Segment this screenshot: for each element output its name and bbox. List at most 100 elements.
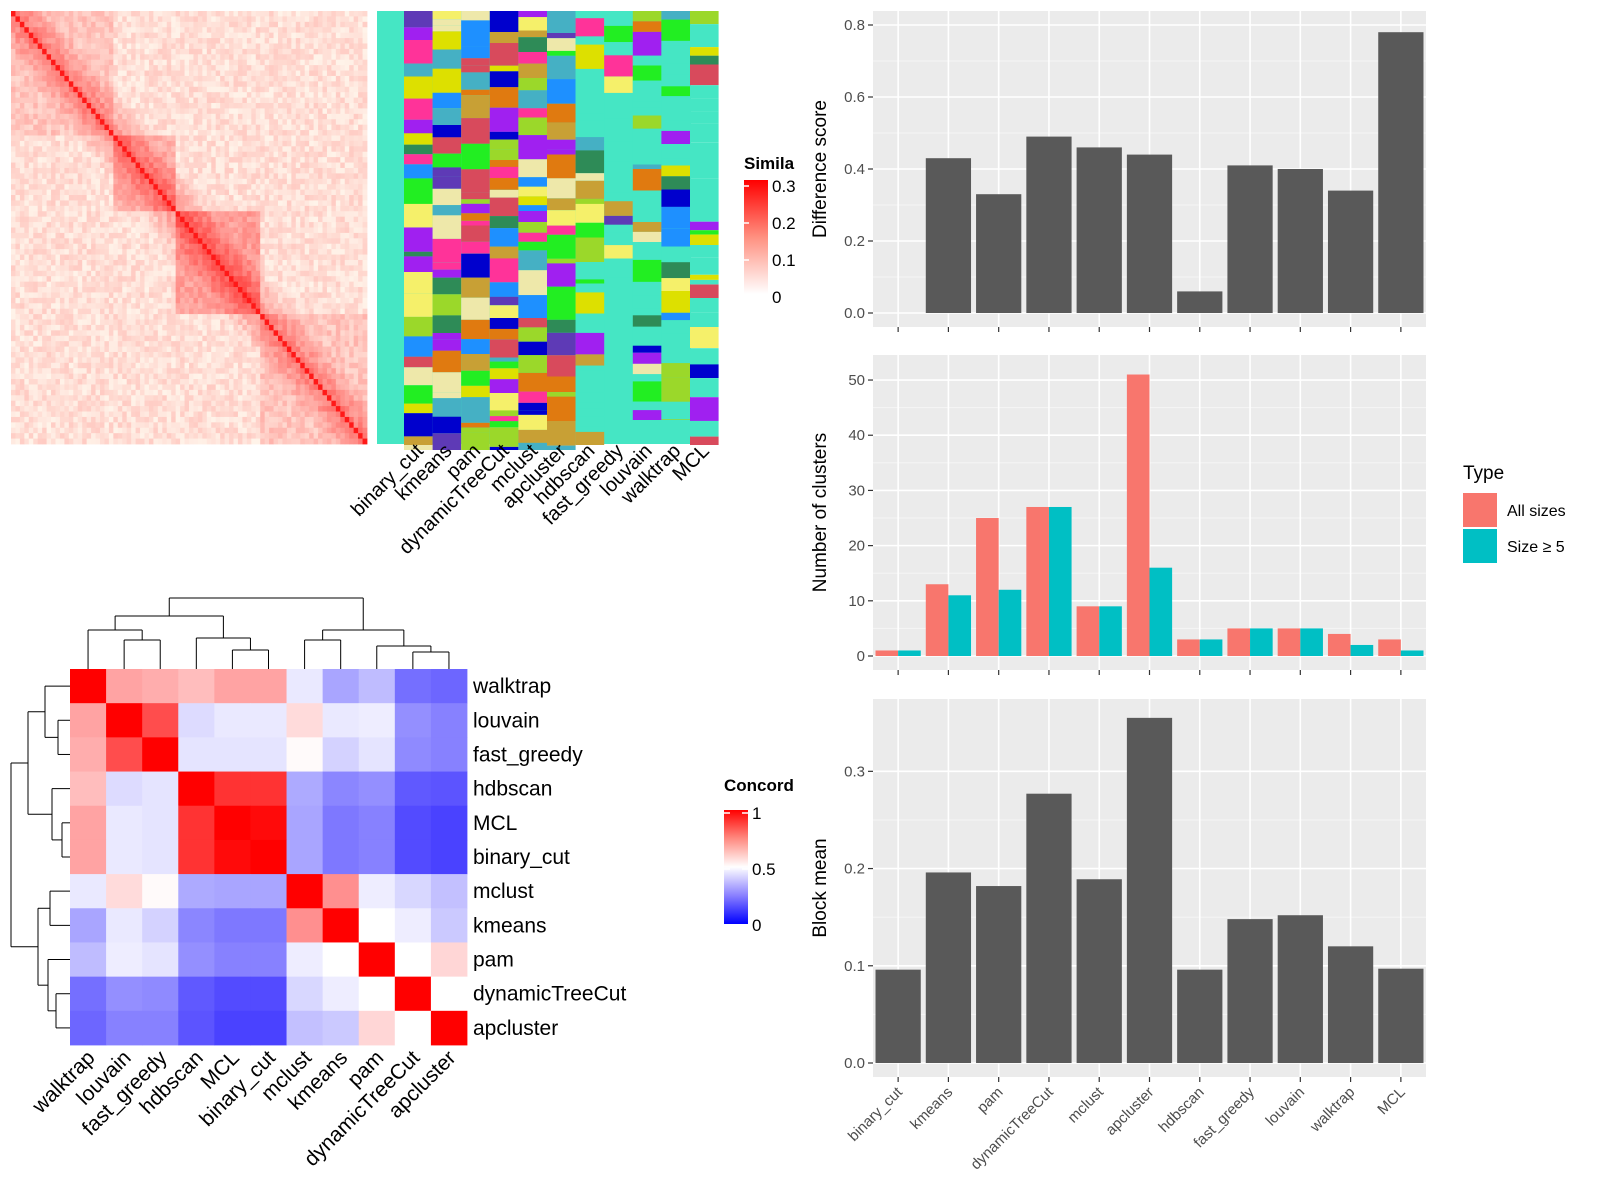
similarity-cell xyxy=(68,265,74,272)
similarity-cell xyxy=(100,314,105,320)
similarity-cell xyxy=(278,227,283,234)
similarity-cell xyxy=(260,86,266,93)
similarity-cell xyxy=(242,97,248,104)
similarity-cell xyxy=(237,167,243,174)
similarity-cell xyxy=(153,178,159,185)
similarity-cell xyxy=(309,113,314,120)
similarity-cell xyxy=(33,232,39,239)
similarity-cell xyxy=(206,232,212,239)
similarity-cell xyxy=(318,341,323,347)
similarity-cell xyxy=(322,140,328,147)
similarity-cell xyxy=(33,48,39,55)
similarity-cell xyxy=(264,314,270,320)
similarity-cell xyxy=(220,43,225,50)
similarity-cell xyxy=(286,335,292,342)
similarity-cell xyxy=(193,21,199,28)
similarity-cell xyxy=(349,38,355,44)
similarity-cell xyxy=(193,292,199,299)
similarity-cell xyxy=(28,178,34,185)
similarity-cell xyxy=(91,324,96,331)
similarity-cell xyxy=(95,97,101,104)
similarity-cell xyxy=(211,222,217,228)
similarity-cell xyxy=(286,324,292,331)
similarity-cell xyxy=(184,243,190,250)
similarity-cell xyxy=(175,330,181,337)
similarity-cell xyxy=(295,92,301,98)
similarity-cell xyxy=(108,249,114,255)
similarity-cell xyxy=(95,238,101,245)
similarity-cell xyxy=(15,292,21,299)
similarity-cell xyxy=(344,140,350,147)
similarity-cell xyxy=(113,330,119,337)
similarity-cell xyxy=(278,11,283,17)
similarity-cell xyxy=(77,184,83,191)
similarity-cell xyxy=(55,243,61,250)
similarity-cell xyxy=(68,238,74,245)
similarity-cell xyxy=(282,292,288,299)
similarity-cell xyxy=(24,184,30,191)
similarity-cell xyxy=(233,324,239,331)
similarity-cell xyxy=(15,314,21,320)
similarity-cell xyxy=(206,54,212,61)
similarity-cell xyxy=(33,205,39,212)
similarity-cell xyxy=(260,173,266,180)
similarity-cell xyxy=(286,341,292,347)
similarity-cell xyxy=(126,270,132,277)
similarity-cell xyxy=(353,11,359,17)
similarity-cell xyxy=(108,281,114,288)
similarity-cell xyxy=(157,308,163,315)
similarity-cell xyxy=(15,167,21,174)
similarity-cell xyxy=(326,287,332,293)
similarity-cell xyxy=(91,270,96,277)
similarity-cell xyxy=(73,243,79,250)
similarity-cell xyxy=(86,70,92,77)
similarity-cell xyxy=(358,270,363,277)
similarity-cell xyxy=(340,21,346,28)
similarity-cell xyxy=(291,303,297,310)
similarity-cell xyxy=(42,216,47,223)
similarity-cell xyxy=(215,195,221,201)
similarity-cell xyxy=(157,119,163,126)
similarity-cell xyxy=(162,130,168,136)
similarity-cell xyxy=(113,254,119,261)
similarity-cell xyxy=(246,216,252,223)
similarity-cell xyxy=(148,113,154,120)
similarity-cell xyxy=(331,238,337,245)
similarity-cell xyxy=(313,297,319,304)
similarity-cell xyxy=(269,276,274,283)
similarity-cell xyxy=(233,54,239,61)
similarity-cell xyxy=(64,173,70,180)
similarity-cell xyxy=(282,335,288,342)
similarity-cell xyxy=(148,119,154,126)
similarity-cell xyxy=(46,276,52,283)
similarity-cell xyxy=(140,32,145,39)
similarity-cell xyxy=(15,297,21,304)
similarity-cell xyxy=(358,330,363,337)
similarity-cell xyxy=(353,232,359,239)
similarity-cell xyxy=(15,70,21,77)
similarity-cell xyxy=(206,130,212,136)
similarity-cell xyxy=(144,335,150,342)
similarity-cell xyxy=(108,48,114,55)
similarity-cell xyxy=(15,16,21,23)
similarity-cell xyxy=(15,184,21,191)
similarity-cell xyxy=(82,254,88,261)
similarity-cell xyxy=(28,211,34,218)
similarity-cell xyxy=(242,146,248,153)
similarity-cell xyxy=(326,48,332,55)
similarity-cell xyxy=(126,308,132,315)
similarity-cell xyxy=(180,308,185,315)
similarity-cell xyxy=(108,130,114,136)
similarity-cell xyxy=(24,59,30,66)
similarity-cell xyxy=(37,211,43,218)
similarity-cell xyxy=(322,303,328,310)
similarity-cell xyxy=(82,276,88,283)
similarity-cell xyxy=(64,195,70,201)
similarity-cell xyxy=(193,270,199,277)
similarity-cell xyxy=(335,276,341,283)
similarity-cell xyxy=(175,140,181,147)
similarity-cell xyxy=(300,216,306,223)
similarity-cell xyxy=(189,43,194,50)
similarity-cell xyxy=(19,216,25,223)
similarity-cell xyxy=(166,27,172,34)
